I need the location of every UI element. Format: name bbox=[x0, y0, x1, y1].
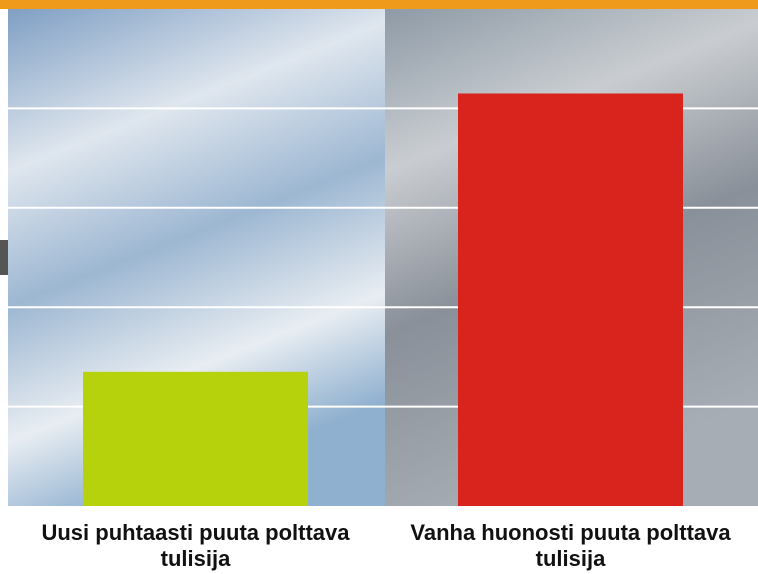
page: Uusi puhtaasti puuta polttava tulisija Va… bbox=[0, 0, 758, 574]
category-label: Uusi puhtaasti puuta polttava tulisija bbox=[31, 520, 361, 572]
category-label: Vanha huonosti puuta polttava tulisija bbox=[406, 520, 736, 572]
bar bbox=[83, 372, 308, 506]
bar bbox=[458, 93, 683, 506]
chart bbox=[0, 0, 758, 510]
side-tab bbox=[0, 240, 8, 275]
top-strip bbox=[0, 0, 758, 9]
